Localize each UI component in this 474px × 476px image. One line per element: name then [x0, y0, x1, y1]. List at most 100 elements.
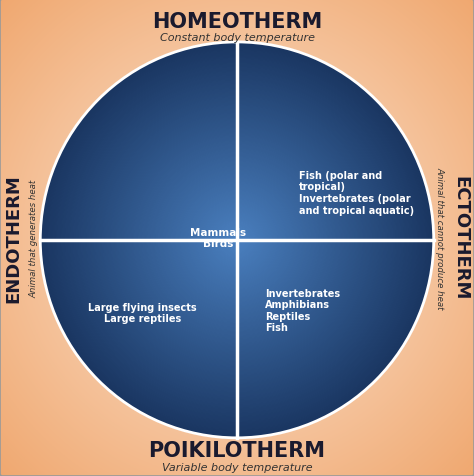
Text: POIKILOTHERM: POIKILOTHERM	[148, 440, 326, 460]
Circle shape	[132, 135, 342, 346]
Circle shape	[206, 209, 268, 272]
Circle shape	[102, 105, 372, 376]
Circle shape	[136, 139, 338, 342]
Text: Fish (polar and
tropical)
Invertebrates (polar
and tropical aquatic): Fish (polar and tropical) Invertebrates …	[299, 170, 414, 215]
Circle shape	[204, 208, 270, 273]
Circle shape	[170, 173, 304, 308]
Circle shape	[63, 66, 411, 415]
Circle shape	[109, 112, 365, 369]
Circle shape	[193, 196, 281, 285]
Circle shape	[83, 86, 391, 395]
Circle shape	[188, 191, 286, 290]
Text: Animal that generates heat: Animal that generates heat	[30, 179, 38, 297]
Circle shape	[130, 133, 344, 347]
Text: Invertebrates
Amphibians
Reptiles
Fish: Invertebrates Amphibians Reptiles Fish	[265, 288, 340, 333]
Circle shape	[178, 181, 296, 300]
Circle shape	[172, 175, 302, 306]
Circle shape	[68, 71, 406, 410]
Circle shape	[104, 107, 370, 374]
Circle shape	[199, 202, 275, 278]
Circle shape	[220, 224, 254, 257]
Circle shape	[176, 179, 298, 301]
Circle shape	[138, 142, 336, 339]
Circle shape	[173, 176, 301, 305]
Circle shape	[236, 239, 238, 242]
Circle shape	[222, 226, 252, 255]
Circle shape	[166, 169, 308, 311]
Circle shape	[198, 201, 276, 280]
Circle shape	[90, 92, 384, 388]
Circle shape	[52, 54, 422, 426]
Circle shape	[98, 100, 376, 380]
Circle shape	[158, 161, 316, 319]
Circle shape	[57, 60, 417, 421]
Text: Variable body temperature: Variable body temperature	[162, 463, 312, 472]
Circle shape	[145, 148, 329, 333]
Circle shape	[140, 143, 334, 337]
Circle shape	[168, 171, 306, 309]
Circle shape	[163, 166, 311, 315]
Circle shape	[81, 84, 393, 397]
Circle shape	[112, 115, 362, 366]
Circle shape	[45, 48, 429, 433]
Text: Animal that cannot produce heat: Animal that cannot produce heat	[436, 167, 444, 309]
Circle shape	[232, 236, 242, 245]
Circle shape	[127, 130, 347, 351]
Circle shape	[84, 87, 390, 394]
Circle shape	[208, 211, 266, 270]
Circle shape	[155, 158, 319, 323]
Circle shape	[114, 117, 360, 364]
Circle shape	[50, 53, 424, 428]
Circle shape	[184, 188, 290, 293]
Circle shape	[217, 221, 257, 260]
Circle shape	[147, 150, 327, 331]
Circle shape	[62, 64, 412, 416]
Circle shape	[175, 178, 299, 303]
Circle shape	[122, 125, 352, 356]
Circle shape	[65, 68, 409, 413]
Circle shape	[54, 56, 420, 425]
Text: Constant body temperature: Constant body temperature	[159, 33, 315, 43]
Circle shape	[183, 186, 291, 295]
Circle shape	[99, 102, 374, 379]
Circle shape	[134, 137, 340, 344]
Circle shape	[226, 229, 248, 252]
Circle shape	[66, 69, 408, 412]
Circle shape	[88, 90, 386, 390]
Circle shape	[224, 227, 250, 254]
Circle shape	[190, 193, 284, 288]
Circle shape	[191, 194, 283, 287]
Circle shape	[227, 230, 247, 250]
Circle shape	[129, 132, 345, 349]
Circle shape	[154, 157, 320, 324]
Circle shape	[44, 46, 430, 435]
Circle shape	[86, 89, 388, 392]
Circle shape	[137, 140, 337, 341]
Circle shape	[111, 114, 363, 367]
Circle shape	[194, 198, 280, 283]
Circle shape	[162, 165, 312, 316]
Circle shape	[116, 119, 358, 362]
Circle shape	[165, 168, 309, 313]
Circle shape	[108, 110, 366, 370]
Circle shape	[73, 76, 401, 405]
Circle shape	[144, 147, 330, 334]
Circle shape	[75, 78, 399, 403]
Circle shape	[211, 214, 263, 267]
Circle shape	[96, 99, 378, 382]
Circle shape	[230, 234, 244, 247]
Circle shape	[60, 62, 414, 418]
Circle shape	[42, 44, 432, 436]
Circle shape	[148, 151, 326, 329]
Circle shape	[202, 206, 272, 275]
Circle shape	[72, 74, 402, 407]
Circle shape	[160, 163, 314, 318]
Text: ENDOTHERM: ENDOTHERM	[4, 174, 22, 302]
Circle shape	[124, 127, 350, 354]
Circle shape	[142, 145, 332, 336]
Circle shape	[126, 129, 348, 352]
Circle shape	[55, 58, 419, 423]
Circle shape	[40, 43, 434, 438]
Circle shape	[70, 72, 404, 408]
Circle shape	[157, 160, 317, 321]
